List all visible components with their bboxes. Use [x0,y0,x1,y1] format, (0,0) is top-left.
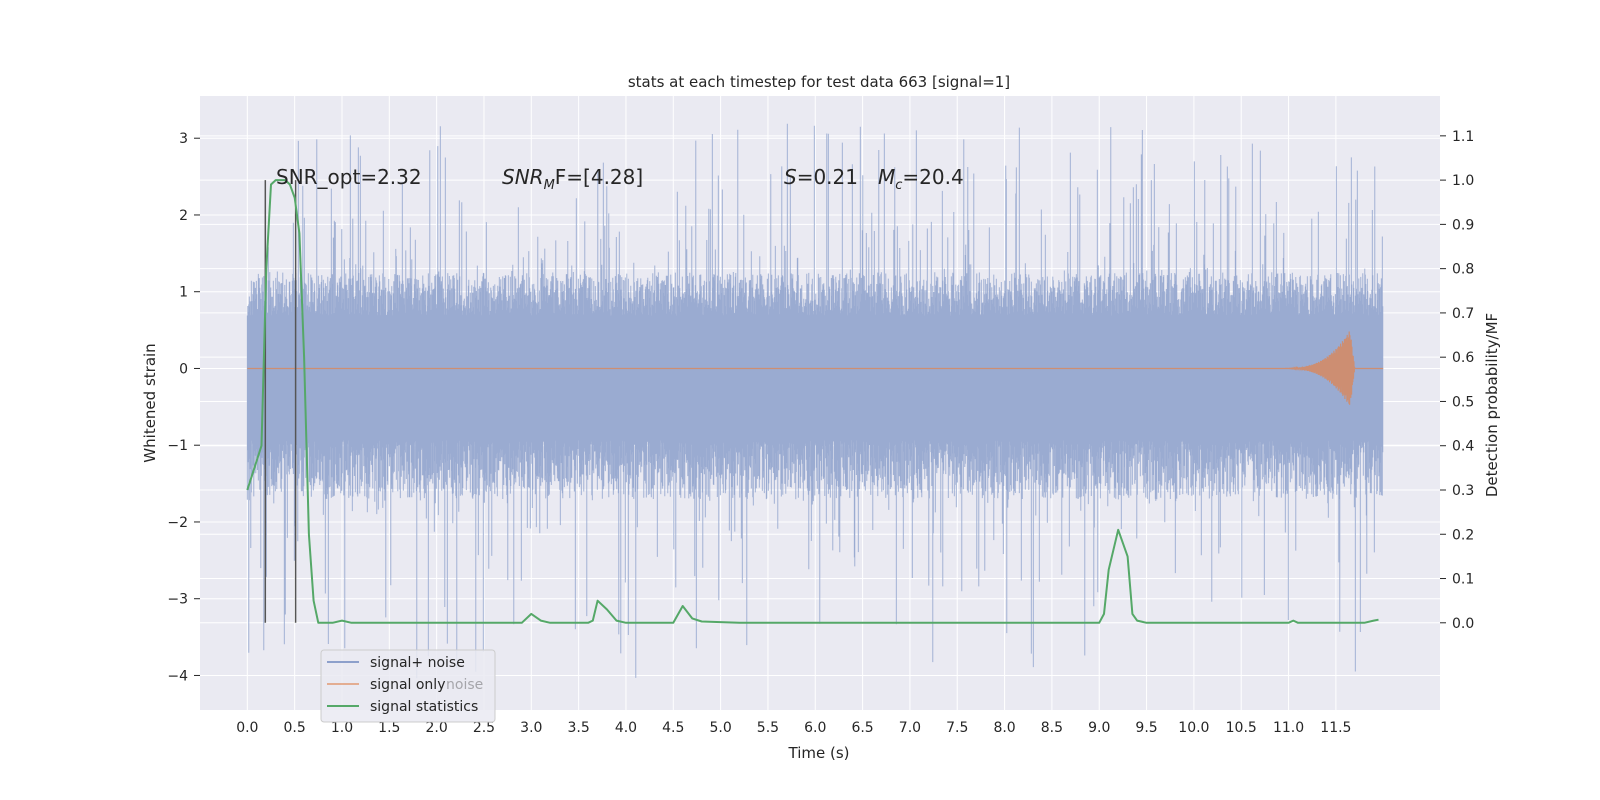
y-right-tick-label: 0.0 [1452,616,1474,632]
s-rest: =0.21 [797,165,858,189]
y-right-tick-label: 1.0 [1452,173,1474,189]
legend-label-signal-only: signal only [370,677,445,693]
y-right-tick-label: 0.3 [1452,483,1474,499]
y-left-tick-label: 2 [179,208,188,224]
legend-ghost-noise: noise [446,677,483,693]
x-tick-label: 2.5 [473,720,495,736]
y-left-tick-label: 0 [179,361,188,377]
x-tick-label: 5.0 [709,720,731,736]
signal-plus-noise-line [246,123,1384,679]
x-tick-label: 4.5 [662,720,684,736]
x-tick-label: 0.0 [236,720,258,736]
signal-only-line [247,331,1384,405]
x-tick-label: 1.5 [378,720,400,736]
x-tick-label: 10.0 [1178,720,1209,736]
x-tick-label: 5.5 [757,720,779,736]
y-right-tick-label: 0.6 [1452,350,1474,366]
x-tick-label: 11.0 [1273,720,1304,736]
x-tick-label: 8.0 [993,720,1015,736]
y-right-tick-label: 0.8 [1452,262,1474,278]
y-left-tick-label: −2 [167,515,188,531]
signal-statistics-line [246,179,1379,624]
snr-mf-main: SNR [502,165,544,189]
x-tick-label: 10.5 [1226,720,1257,736]
x-tick-label: 9.0 [1088,720,1110,736]
x-tick-label: 11.5 [1320,720,1351,736]
y-left-tick-label: −4 [167,668,188,684]
x-tick-label: 9.5 [1135,720,1157,736]
y-right-tick-label: 0.2 [1452,527,1474,543]
x-axis-label: Time (s) [788,744,850,762]
x-tick-label: 0.5 [284,720,306,736]
x-tick-label: 7.5 [946,720,968,736]
annotation-snr-mf: SNRMF=[4.28] [502,165,643,193]
x-tick-label: 3.5 [567,720,589,736]
x-tick-label: 7.0 [899,720,921,736]
chart-title: stats at each timestep for test data 663… [628,73,1010,91]
y-left-tick-labels: 3 2 1 0 −1 −2 −3 −4 [167,131,200,684]
x-tick-label: 4.0 [615,720,637,736]
legend-box [320,649,496,723]
legend-label-signal-statistics: signal statistics [370,699,478,715]
y-left-tick-label: 1 [179,285,188,301]
signal-statistics-series [246,179,1379,624]
y-left-tick-label: 3 [179,131,188,147]
x-tick-labels: 0.0 0.5 1.0 1.5 2.0 2.5 3.0 3.5 4.0 4.5 5.0 5.5 6.0 6… [236,720,1351,736]
annotation-s: S=0.21 [784,165,858,189]
y-right-tick-label: 0.7 [1452,306,1474,322]
x-tick-label: 6.0 [804,720,826,736]
marker-lines [264,180,297,623]
y-right-axis-label: Detection probability/MF [1483,313,1501,497]
x-tick-label: 6.5 [851,720,873,736]
signal-plus-noise-series [246,123,1384,679]
y-left-tick-label: −1 [167,438,188,454]
x-tick-label: 1.0 [331,720,353,736]
y-right-tick-label: 1.1 [1452,129,1474,145]
annotation-snr-opt: SNR_opt=2.32 [276,165,422,189]
legend: signal+ noise noise signal only signal s… [320,649,496,723]
x-tick-label: 8.5 [1041,720,1063,736]
y-left-axis-label: Whitened strain [141,343,159,462]
y-right-tick-label: 0.9 [1452,217,1474,233]
y-left-tick-label: −3 [167,592,188,608]
y-right-tick-label: 0.4 [1452,439,1474,455]
snr-mf-sub: M [544,178,555,193]
mc-main: M [878,165,895,189]
y-right-tick-label: 0.5 [1452,394,1474,410]
annotation-mc: Mc=20.4 [878,165,964,193]
signal-only-series [247,331,1384,405]
mc-sub: c [895,178,902,193]
x-tick-label: 2.0 [426,720,448,736]
y-right-tick-label: 0.1 [1452,572,1474,588]
mc-rest: =20.4 [902,165,963,189]
y-right-tick-labels: 1.1 1.0 0.9 0.8 0.7 0.6 0.5 0.4 0.3 0.2 0.1 0.0 [1440,129,1474,632]
legend-label-signal-plus-noise: signal+ noise [370,655,465,671]
s-italic: S [784,165,797,189]
snr-mf-rest: F=[4.28] [555,165,643,189]
x-tick-label: 3.0 [520,720,542,736]
